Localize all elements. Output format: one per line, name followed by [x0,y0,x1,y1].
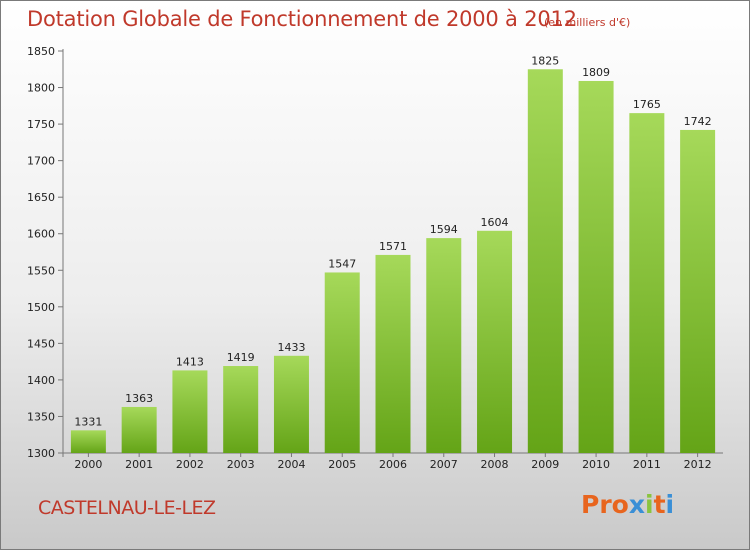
logo-letter: o [611,490,629,519]
bar-2004[interactable] [273,355,309,453]
bar-2009[interactable] [527,69,563,453]
x-tick-label: 2010 [582,458,610,471]
y-tick-label: 1750 [27,118,55,131]
bar-2002[interactable] [172,370,208,453]
bar-value-label: 1547 [328,257,356,270]
bars: 1331 1363 1413 1419 1433 1547 1571 1594 1604 1825… [70,54,716,454]
bar-value-label: 1419 [227,351,255,364]
chart-unit: (en milliers d'€) [544,16,631,29]
logo-letter: P [581,490,600,519]
y-tick-label: 1300 [27,447,55,460]
y-tick-label: 1400 [27,374,55,387]
y-tick-label: 1550 [27,264,55,277]
bar-2001[interactable] [121,406,157,453]
bar-2010[interactable] [578,80,614,453]
x-tick-label: 2003 [227,458,255,471]
y-tick-label: 1850 [27,45,55,58]
bar-value-label: 1413 [176,355,204,368]
bar-2006[interactable] [375,254,411,453]
bar-2000[interactable] [70,430,106,453]
y-tick-label: 1650 [27,191,55,204]
x-tick-label: 2007 [430,458,458,471]
logo-letter: i [665,490,675,519]
y-tick-label: 1350 [27,410,55,423]
x-tick-label: 2008 [481,458,509,471]
bar-value-label: 1331 [74,415,102,428]
x-tick-label: 2005 [328,458,356,471]
y-tick-label: 1450 [27,337,55,350]
x-tick-label: 2011 [633,458,661,471]
bar-value-label: 1825 [531,54,559,67]
bar-2008[interactable] [477,230,513,453]
logo-letter: x [628,490,645,519]
axes: 1300 1350 1400 1450 1500 1550 1600 1650 1700 1750… [27,45,723,471]
x-tick-label: 2006 [379,458,407,471]
proxiti-logo[interactable]: Proxiti [581,490,674,519]
chart-title: Dotation Globale de Fonctionnement de 20… [27,7,577,31]
bar-value-label: 1363 [125,392,153,405]
y-tick-label: 1800 [27,82,55,95]
bar-2003[interactable] [223,366,259,453]
logo-letter: i [645,490,654,519]
x-tick-label: 2002 [176,458,204,471]
bar-value-label: 1765 [633,98,661,111]
bar-2007[interactable] [426,238,462,453]
bar-value-label: 1571 [379,240,407,253]
bar-value-label: 1433 [277,341,305,354]
bar-value-label: 1809 [582,66,610,79]
bar-2005[interactable] [324,272,360,453]
y-tick-label: 1700 [27,155,55,168]
bar-2012[interactable] [680,129,716,454]
bar-value-label: 1742 [684,115,712,128]
x-tick-label: 2001 [125,458,153,471]
logo-letter: t [653,490,666,519]
x-tick-label: 2012 [684,458,712,471]
commune-name: CASTELNAU-LE-LEZ [38,497,216,519]
y-tick-label: 1500 [27,301,55,314]
bar-value-label: 1604 [481,216,509,229]
logo-letter: r [599,490,612,519]
y-tick-label: 1600 [27,228,55,241]
bar-value-label: 1594 [430,223,458,236]
bar-2011[interactable] [629,113,665,454]
x-tick-label: 2009 [531,458,559,471]
x-tick-label: 2000 [74,458,102,471]
x-tick-label: 2004 [277,458,305,471]
